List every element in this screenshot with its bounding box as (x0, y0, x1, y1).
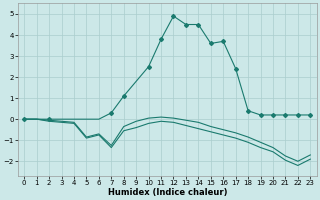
X-axis label: Humidex (Indice chaleur): Humidex (Indice chaleur) (108, 188, 227, 197)
